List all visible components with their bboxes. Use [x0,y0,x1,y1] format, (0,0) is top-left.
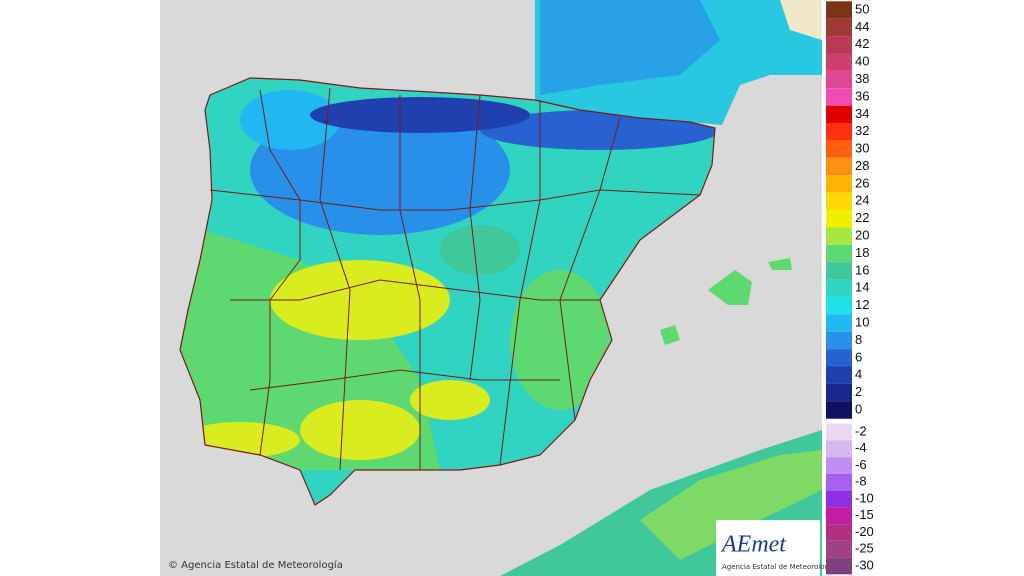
legend-swatch [826,540,852,558]
legend-label: -20 [855,524,874,539]
legend-label: 28 [855,158,869,173]
legend-label: 50 [855,1,869,16]
legend-swatch [826,105,852,124]
legend-swatch [826,140,852,158]
logo: AEmet [720,532,787,558]
legend-swatch [826,383,852,402]
legend-swatch [826,36,852,54]
legend-swatch [826,175,852,193]
coastline [179,77,716,506]
legend-swatch [826,401,852,419]
legend-swatch [826,262,852,280]
warm-zone [270,260,450,340]
legend-label: 44 [855,19,869,34]
legend: 5044424038363432302826242220181614121086… [826,1,874,575]
legend-label: 14 [855,280,869,295]
legend-label: -25 [855,541,874,556]
legend-label: -2 [855,423,867,438]
legend-label: 32 [855,123,869,138]
legend-label: 30 [855,141,869,156]
legend-swatch [826,227,852,245]
legend-label: 12 [855,297,869,312]
zone [440,225,520,275]
legend-swatch [826,123,852,141]
legend-swatch [826,524,852,541]
cool-zone [240,90,340,150]
legend-label: 6 [855,349,862,364]
legend-swatch [826,88,852,106]
legend-label: 42 [855,36,869,51]
legend-label: 38 [855,71,869,86]
legend-swatch [826,157,852,176]
legend-swatch [826,53,852,71]
east-coast [510,270,610,410]
legend-swatch [826,1,852,19]
legend-swatch [826,192,852,210]
legend-label: -6 [855,457,867,472]
legend-swatch [826,440,852,458]
cantabrian [310,97,530,133]
france-cool [540,0,720,95]
legend-label: 40 [855,54,869,69]
legend-swatch [826,70,852,89]
logo-subtitle: Agencia Estatal de Meteorología [722,563,835,571]
legend-label: 4 [855,367,862,382]
legend-swatch [826,557,852,575]
warm-zone [410,380,490,420]
legend-label: 2 [855,384,862,399]
legend-swatch [826,423,852,441]
copyright: © Agencia Estatal de Meteorología [168,559,343,571]
africa-warm [640,450,822,560]
legend-swatch [826,349,852,367]
province-borders [209,87,701,471]
logo-box [716,520,820,576]
corner [780,0,822,40]
legend-swatch [826,314,852,332]
legend-swatch [826,490,852,508]
legend-label: -30 [855,557,874,572]
legend-label: 36 [855,88,869,103]
ibiza [660,325,680,345]
warm-zone [300,400,420,460]
legend-swatch [826,331,852,350]
legend-swatch [826,366,852,384]
legend-swatch [826,244,852,263]
legend-label: 34 [855,106,869,121]
legend-label: -10 [855,490,874,505]
legend-swatch [826,507,852,525]
legend-label: 24 [855,193,869,208]
legend-swatch [826,473,852,491]
legend-label: -8 [855,474,867,489]
legend-label: 10 [855,314,869,329]
legend-label: 26 [855,175,869,190]
legend-label: 18 [855,245,869,260]
legend-label: 16 [855,262,869,277]
legend-label: 0 [855,401,862,416]
menorca [768,258,792,270]
legend-swatch [826,210,852,228]
legend-swatch [826,296,852,315]
legend-label: -4 [855,440,867,455]
legend-label: 8 [855,332,862,347]
legend-label: -15 [855,507,874,522]
legend-label: 20 [855,228,869,243]
legend-label: 22 [855,210,869,225]
legend-swatch [826,18,852,37]
mallorca [708,270,752,305]
legend-swatch [826,279,852,297]
legend-swatch [826,457,852,474]
